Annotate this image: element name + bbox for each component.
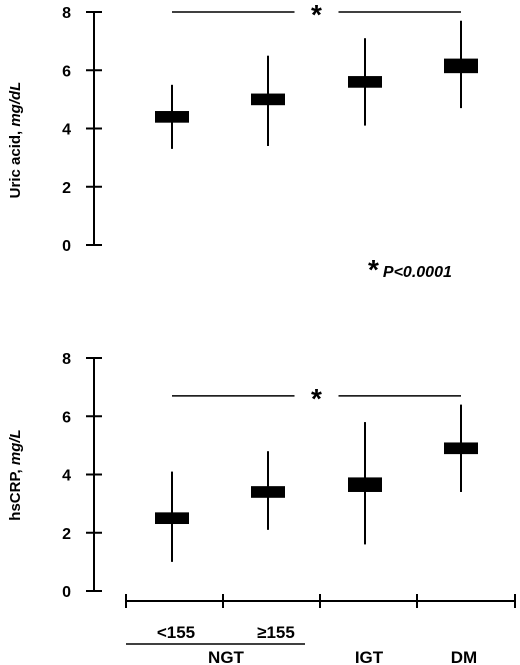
y-tick-label: 2	[62, 180, 71, 197]
hscrp-panel: hsCRP, mg/L 0 2 4 6 8 *	[7, 351, 478, 601]
uric-acid-y-axis: 0 2 4 6 8	[62, 5, 102, 255]
box	[444, 58, 478, 74]
x-axis: <155 ≥155 IGT DM NGT	[125, 594, 516, 665]
x-category-label: ≥155	[257, 623, 295, 642]
y-tick-label: 4	[62, 468, 71, 485]
significance-star: *	[311, 0, 322, 30]
uric-acid-significance-bracket: *	[172, 0, 461, 30]
y-tick-label: 2	[62, 526, 71, 543]
box	[251, 93, 285, 106]
y-tick-label: 6	[62, 63, 71, 80]
uric-acid-panel: Uric acid, mg/dL 0 2 4 6 8 *	[7, 0, 478, 255]
box	[155, 111, 189, 123]
box	[444, 442, 478, 455]
y-tick-label: 4	[62, 122, 71, 139]
x-category-label: IGT	[355, 648, 384, 665]
box	[348, 477, 382, 492]
x-category-label: <155	[157, 623, 195, 642]
uric-acid-y-axis-label: Uric acid, mg/dL	[7, 82, 24, 199]
box	[251, 486, 285, 498]
box	[348, 76, 382, 88]
p-value-star: *	[368, 254, 379, 285]
p-value-text: P<0.0001	[383, 264, 452, 281]
significance-star: *	[311, 383, 322, 414]
hscrp-significance-bracket: *	[172, 383, 461, 414]
y-tick-label: 0	[62, 238, 71, 255]
box	[155, 512, 189, 525]
hscrp-y-axis: 0 2 4 6 8	[62, 351, 102, 601]
y-tick-label: 8	[62, 5, 71, 22]
hscrp-y-axis-label: hsCRP, mg/L	[7, 429, 24, 520]
uric-acid-boxes	[155, 20, 478, 149]
x-group-label: NGT	[208, 648, 245, 665]
y-tick-label: 0	[62, 584, 71, 601]
p-value-note: * P<0.0001	[368, 254, 452, 285]
y-tick-label: 8	[62, 351, 71, 368]
hscrp-boxes	[155, 404, 478, 562]
x-category-label: DM	[451, 648, 477, 665]
y-tick-label: 6	[62, 409, 71, 426]
